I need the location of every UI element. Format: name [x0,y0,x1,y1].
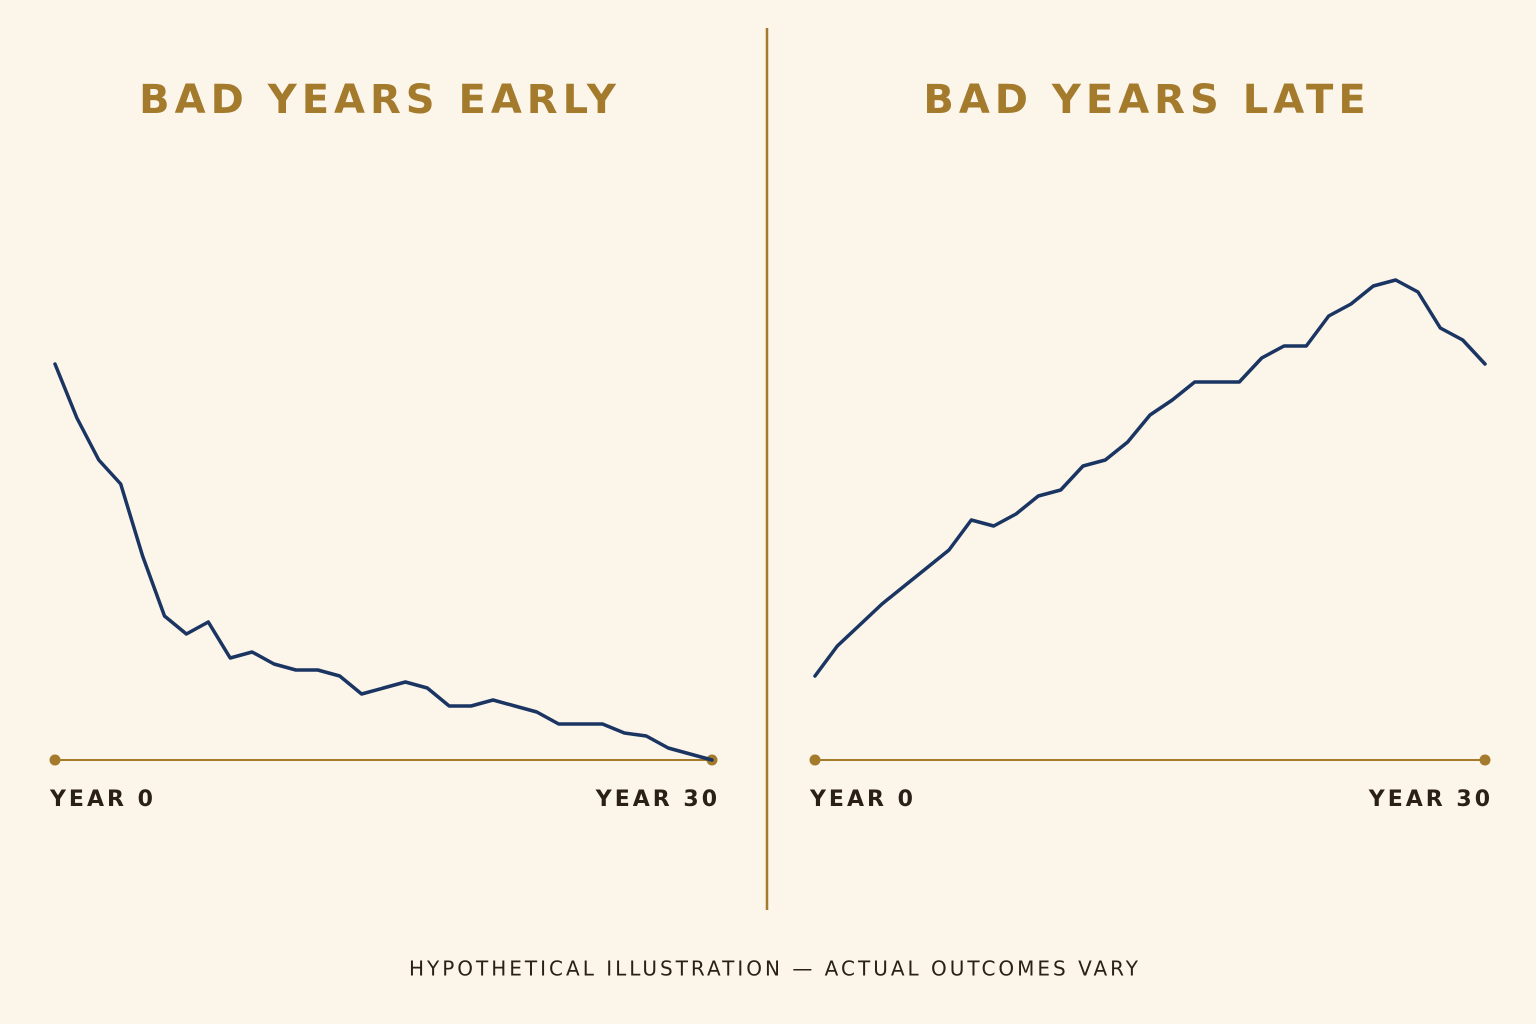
footer: HYPOTHETICAL ILLUSTRATION — ACTUAL OUTCO… [409,957,1141,981]
x-tick-label: YEAR 30 [1368,787,1493,812]
tick-dot [1479,754,1491,766]
data-line [53,362,714,762]
tick-dot [49,754,61,766]
x-tick-label: YEAR 0 [49,787,156,812]
chart-title: BAD YEARS LATE [923,77,1370,123]
x-tick-label: YEAR 0 [809,787,916,812]
x-tick-label: YEAR 30 [595,787,720,812]
tick-dot [809,754,821,766]
chart-title: BAD YEARS EARLY [139,77,621,123]
data-line [813,278,1487,678]
